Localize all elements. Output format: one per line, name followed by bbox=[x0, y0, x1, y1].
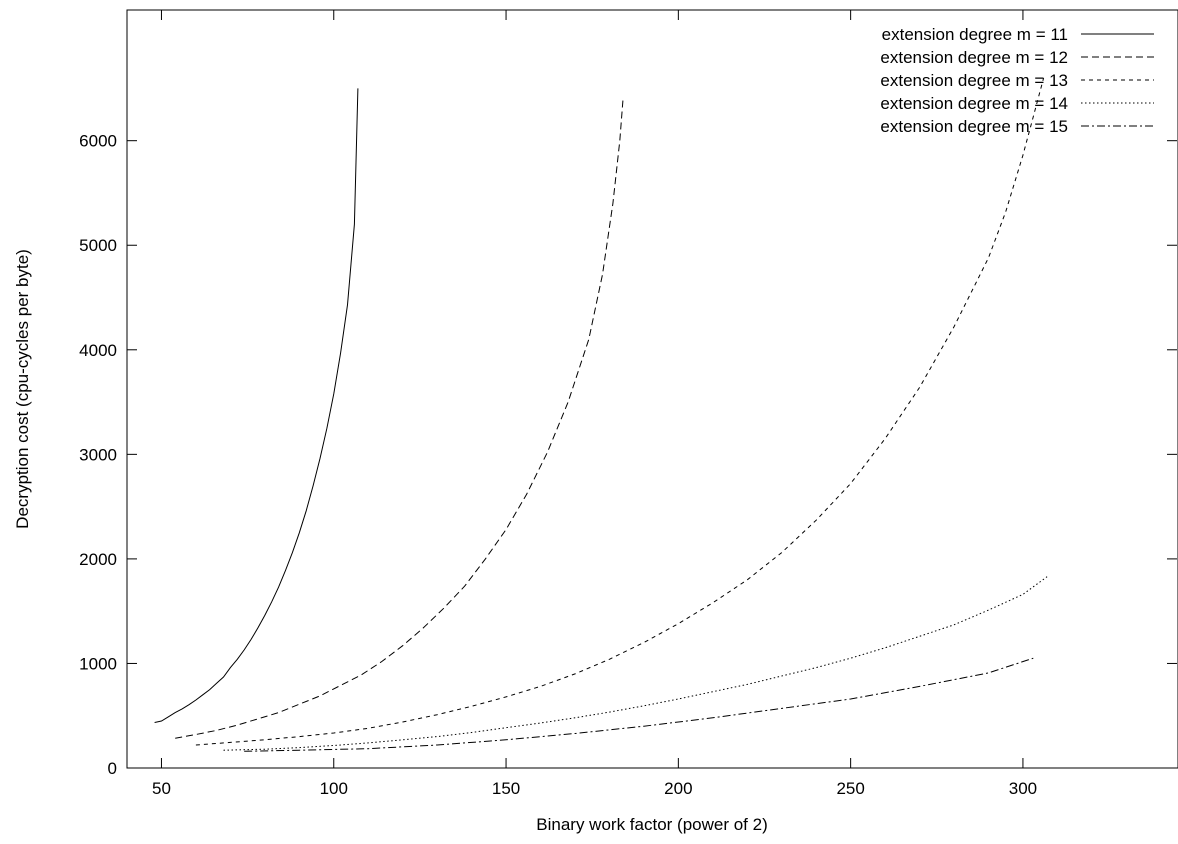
y-tick-labels: 0 1000 2000 3000 4000 5000 6000 bbox=[79, 132, 117, 778]
legend-label: extension degree m = 14 bbox=[880, 94, 1068, 113]
x-tick-label: 150 bbox=[492, 779, 520, 798]
series-line-m12 bbox=[175, 96, 624, 739]
y-tick-label: 1000 bbox=[79, 654, 117, 673]
series-line-m15 bbox=[244, 657, 1034, 752]
y-tick-label: 4000 bbox=[79, 341, 117, 360]
legend: extension degree m = 11 extension degree … bbox=[880, 25, 1154, 136]
y-tick-label: 0 bbox=[108, 759, 117, 778]
x-axis-label: Binary work factor (power of 2) bbox=[536, 815, 767, 834]
x-tick-label: 300 bbox=[1009, 779, 1037, 798]
x-tick-labels: 50 100 150 200 250 300 bbox=[152, 779, 1037, 798]
series-lines bbox=[154, 77, 1048, 752]
legend-label: extension degree m = 11 bbox=[882, 25, 1068, 44]
legend-label: extension degree m = 13 bbox=[880, 71, 1068, 90]
x-tick-label: 50 bbox=[152, 779, 171, 798]
y-tick-label: 3000 bbox=[79, 445, 117, 464]
axis-ticks bbox=[127, 10, 1177, 769]
y-tick-label: 6000 bbox=[79, 132, 117, 151]
x-tick-label: 100 bbox=[320, 779, 348, 798]
plot-frame bbox=[126, 9, 1178, 769]
series-line-m11 bbox=[154, 88, 359, 723]
y-tick-label: 5000 bbox=[79, 236, 117, 255]
series-line-m13 bbox=[195, 77, 1045, 746]
legend-label: extension degree m = 12 bbox=[880, 48, 1068, 67]
x-tick-label: 250 bbox=[836, 779, 864, 798]
y-tick-label: 2000 bbox=[79, 550, 117, 569]
x-tick-label: 200 bbox=[664, 779, 692, 798]
y-axis-label: Decryption cost (cpu-cycles per byte) bbox=[13, 249, 32, 529]
legend-label: extension degree m = 15 bbox=[880, 117, 1068, 136]
series-line-m14 bbox=[223, 576, 1048, 751]
